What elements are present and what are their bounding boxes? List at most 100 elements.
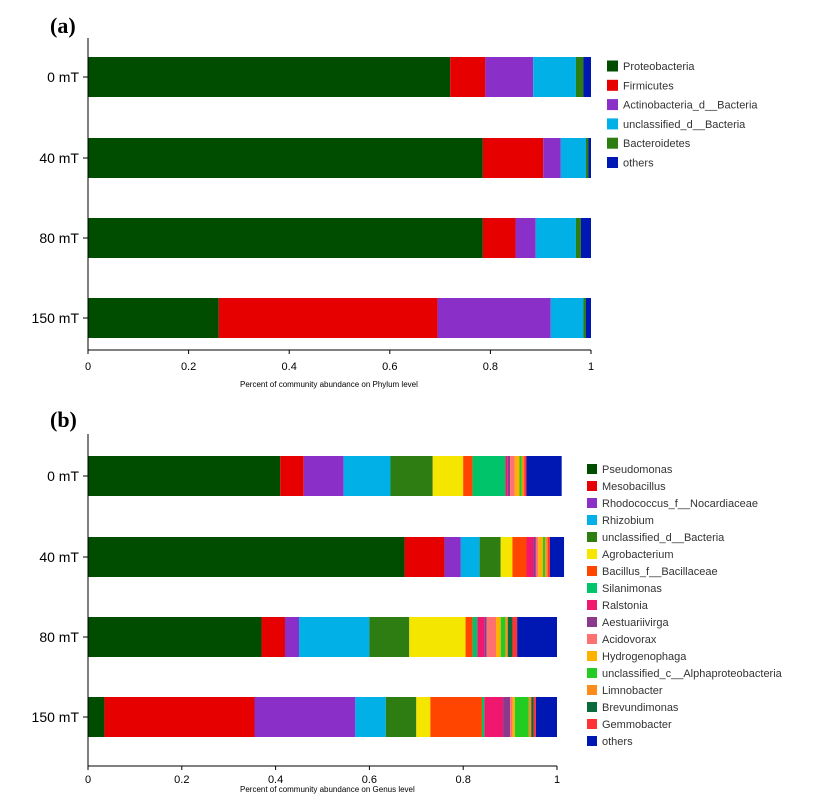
bar-segment	[88, 697, 105, 737]
bar-segment	[512, 697, 515, 737]
legend-item: Rhizobium	[587, 515, 654, 527]
bar-segment	[542, 537, 546, 577]
x-tick-label: 0.4	[282, 361, 297, 373]
bar-segment	[484, 697, 504, 737]
legend-label: Rhodococcus_f__Nocardiaceae	[602, 498, 758, 510]
category-label: 80 mT	[39, 629, 79, 645]
legend-swatch	[587, 702, 597, 712]
bar-segment	[514, 697, 529, 737]
legend-swatch	[587, 685, 597, 695]
bar-segment	[585, 138, 589, 178]
bar-segment	[404, 537, 445, 577]
legend-label: Gemmobacter	[602, 719, 672, 731]
bar-segment	[550, 298, 584, 338]
bar-segment	[515, 218, 536, 258]
bar-segment	[88, 617, 262, 657]
legend-swatch	[607, 137, 618, 149]
bar-segment	[482, 138, 544, 178]
legend-swatch	[587, 498, 597, 508]
bar-segment	[472, 456, 506, 496]
legend-item: Actinobacteria_d__Bacteria	[607, 99, 758, 112]
legend-item: Rhodococcus_f__Nocardiaceae	[587, 498, 758, 510]
legend-swatch	[587, 532, 597, 542]
legend-item: unclassified_d__Bacteria	[607, 118, 746, 131]
bar-segment	[580, 218, 591, 258]
bar-segment	[535, 537, 539, 577]
x-tick-label: 0.2	[181, 361, 196, 373]
legend-swatch	[587, 464, 597, 474]
legend-swatch	[587, 549, 597, 559]
legend-swatch	[587, 668, 597, 678]
bar-segment	[512, 537, 527, 577]
legend-label: Rhizobium	[602, 515, 654, 527]
legend-label: unclassified_d__Bacteria	[623, 119, 746, 131]
legend-label: Ralstonia	[602, 600, 649, 612]
bar-segment	[463, 456, 473, 496]
legend-label: Aestuariivirga	[602, 617, 670, 629]
bar-segment	[218, 298, 438, 338]
bar-segment	[299, 617, 370, 657]
legend-label: Silanimonas	[602, 583, 662, 595]
legend-item: unclassified_d__Bacteria	[587, 532, 725, 544]
bar-segment	[585, 298, 591, 338]
bar-segment	[583, 298, 586, 338]
legend-swatch	[607, 118, 618, 130]
x-axis-title: Percent of community abundance on Phylum…	[240, 380, 418, 389]
bar-segment	[575, 218, 581, 258]
category-label: 0 mT	[47, 69, 79, 85]
bar-segment	[486, 617, 497, 657]
bar-segment	[575, 57, 584, 97]
bar-segment	[432, 456, 464, 496]
category-label: 40 mT	[39, 150, 79, 166]
x-tick-label: 0.6	[382, 361, 397, 373]
bar-segment	[104, 697, 255, 737]
legend-item: Silanimonas	[587, 583, 662, 595]
legend-item: Brevundimonas	[587, 702, 679, 714]
legend-label: unclassified_d__Bacteria	[602, 532, 725, 544]
bar-segment	[303, 456, 344, 496]
bar-segment	[355, 697, 386, 737]
legend-label: Bacteroidetes	[623, 138, 691, 150]
legend-swatch	[607, 60, 618, 72]
bar-segment	[390, 456, 433, 496]
legend-label: others	[623, 158, 654, 170]
bar-segment	[485, 57, 534, 97]
legend-item: others	[587, 736, 633, 748]
legend-swatch	[607, 79, 618, 91]
bar-segment	[533, 537, 536, 577]
category-label: 40 mT	[39, 549, 79, 565]
legend-label: Actinobacteria_d__Bacteria	[623, 100, 758, 112]
bar-segment	[588, 138, 591, 178]
legend-label: Firmicutes	[623, 80, 674, 92]
bar-segment	[460, 537, 480, 577]
bar-segment	[560, 138, 586, 178]
legend-item: Mesobacillus	[587, 481, 666, 493]
x-tick-label: 0.8	[483, 361, 498, 373]
bar-segment	[254, 697, 356, 737]
bar-segment	[526, 537, 534, 577]
bar-segment	[88, 57, 451, 97]
legend-item: Hydrogenophaga	[587, 651, 687, 663]
bar-segment	[496, 617, 501, 657]
panel-label: (a)	[50, 13, 76, 38]
panel-a: (a) 0 mT 40 mT 80 mT 150 mT 0 0.2 0.4 0.6 0.8 1 Per…	[32, 13, 759, 389]
legend-swatch	[587, 634, 597, 644]
bar-segment	[528, 697, 532, 737]
legend-swatch	[587, 719, 597, 729]
legend-label: Pseudomonas	[602, 464, 673, 476]
bar-segment	[549, 537, 565, 577]
bar-segment	[479, 537, 501, 577]
category-label: 0 mT	[47, 468, 79, 484]
bar-segment	[477, 617, 485, 657]
bar-segment	[484, 617, 487, 657]
bar-segment	[88, 138, 483, 178]
x-axis-title: Percent of community abundance on Genus …	[240, 785, 415, 794]
bar-segment	[535, 218, 576, 258]
legend-label: Mesobacillus	[602, 481, 666, 493]
bar-segment	[535, 697, 557, 737]
bar-segment	[482, 218, 516, 258]
x-tick-label: 1	[588, 361, 594, 373]
bar-segment	[430, 697, 482, 737]
legend-item: others	[607, 157, 654, 170]
bar-segment	[510, 697, 513, 737]
